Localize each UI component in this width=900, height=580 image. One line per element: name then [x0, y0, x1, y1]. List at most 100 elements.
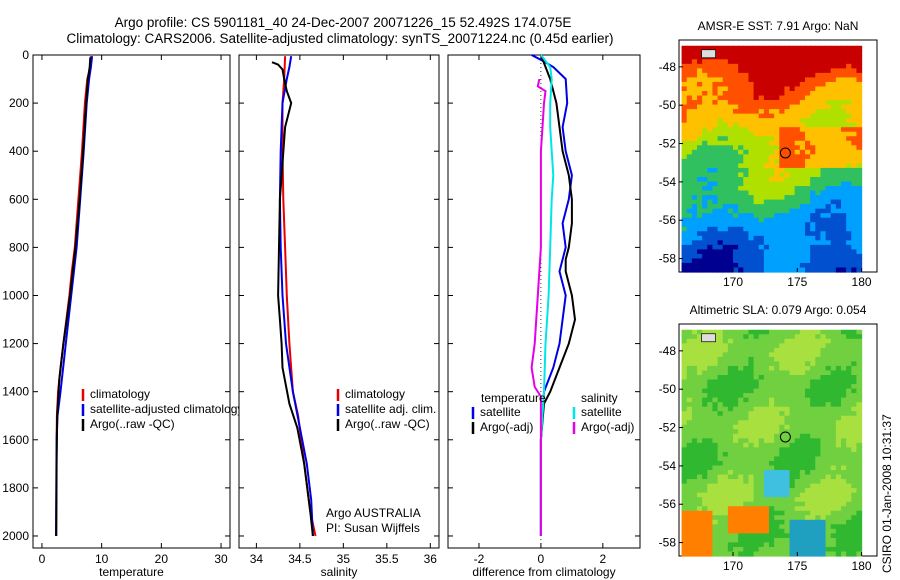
- map-cell: [805, 59, 811, 65]
- map-cell: [681, 402, 688, 408]
- map-cell: [856, 379, 863, 385]
- map-cell: [856, 217, 863, 223]
- map-cell: [805, 199, 811, 205]
- map-cell: [681, 384, 688, 390]
- map-cell: [784, 163, 791, 169]
- map-cell: [820, 433, 827, 439]
- map-cell: [815, 235, 822, 241]
- map-cell: [707, 488, 714, 494]
- map-cell: [784, 388, 791, 394]
- map-cell: [753, 519, 760, 525]
- map-cell: [758, 533, 765, 539]
- map-cell: [784, 104, 791, 110]
- map-cell: [825, 167, 832, 174]
- map-cell: [697, 506, 703, 512]
- map-cell: [799, 501, 806, 507]
- map-cell: [815, 231, 822, 237]
- map-cell: [835, 451, 842, 458]
- map-cell: [753, 551, 760, 557]
- map-cell: [841, 411, 847, 417]
- map-cell: [763, 140, 770, 146]
- map-cell: [722, 420, 729, 426]
- map-cell: [686, 131, 693, 137]
- map-cell: [779, 442, 786, 448]
- map-cell: [712, 118, 719, 124]
- map-cell: [856, 411, 863, 417]
- map-cell: [769, 370, 775, 376]
- map-cell: [707, 384, 714, 390]
- map-cell: [769, 343, 775, 349]
- map-cell: [830, 415, 837, 421]
- map-cell: [794, 258, 801, 264]
- map-cell: [763, 231, 770, 237]
- map-cell: [727, 145, 734, 151]
- map-cell: [733, 167, 739, 174]
- map-cell: [707, 447, 714, 453]
- map-cell: [697, 519, 703, 525]
- map-cell: [702, 361, 708, 367]
- map-cell: [733, 136, 739, 142]
- map-cell: [758, 551, 765, 557]
- map-cell: [758, 267, 765, 273]
- map-cell: [830, 497, 837, 503]
- map-cell: [686, 199, 693, 205]
- map-cell: [697, 100, 703, 106]
- map-cell: [686, 370, 693, 376]
- map-cell: [820, 50, 827, 56]
- map-cell: [846, 109, 852, 115]
- map-cell: [846, 131, 852, 137]
- map-cell: [789, 379, 796, 385]
- map-cell: [707, 145, 714, 151]
- map-cell: [712, 262, 719, 269]
- map-cell: [846, 429, 852, 435]
- map-cell: [830, 338, 837, 344]
- map-cell: [841, 488, 847, 494]
- map-cell: [820, 379, 827, 385]
- map-cell: [681, 54, 688, 60]
- map-cell: [784, 433, 791, 439]
- map-cell: [825, 397, 832, 403]
- map-cell: [841, 190, 847, 196]
- map-cell: [681, 488, 688, 494]
- map-cell: [738, 176, 744, 183]
- map-cell: [712, 402, 719, 408]
- map-cell: [805, 253, 811, 260]
- map-cell: [748, 63, 755, 69]
- map-cell: [846, 447, 852, 453]
- map-cell: [856, 537, 863, 544]
- map-cell: [815, 483, 822, 489]
- map-cell: [702, 370, 708, 376]
- map-cell: [779, 118, 786, 124]
- map-cell: [763, 483, 770, 489]
- map-cell: [830, 397, 837, 403]
- map-cell: [743, 77, 750, 83]
- map-cell: [805, 213, 811, 219]
- map-cell: [686, 546, 693, 553]
- map-cell: [753, 497, 760, 503]
- map-cell: [825, 501, 832, 507]
- map-cell: [691, 195, 698, 201]
- map-cell: [733, 240, 739, 246]
- map-cell: [697, 533, 703, 539]
- map-cell: [794, 479, 801, 485]
- y-tick-label: -50: [659, 98, 677, 112]
- map-cell: [722, 492, 729, 498]
- map-cell: [681, 515, 688, 521]
- map-cell: [697, 470, 703, 476]
- map-cell: [820, 470, 827, 476]
- map-cell: [686, 411, 693, 417]
- map-cell: [743, 528, 750, 534]
- map-cell: [738, 479, 744, 485]
- map-cell: [712, 258, 719, 264]
- map-cell: [686, 186, 693, 192]
- map-cell: [794, 338, 801, 344]
- map-cell: [794, 533, 801, 539]
- map-cell: [691, 329, 698, 335]
- map-cell: [758, 397, 765, 403]
- map-cell: [856, 338, 863, 344]
- map-cell: [794, 361, 801, 367]
- map-cell: [748, 546, 755, 553]
- map-cell: [846, 100, 852, 106]
- map-cell: [805, 438, 811, 444]
- map-cell: [743, 379, 750, 385]
